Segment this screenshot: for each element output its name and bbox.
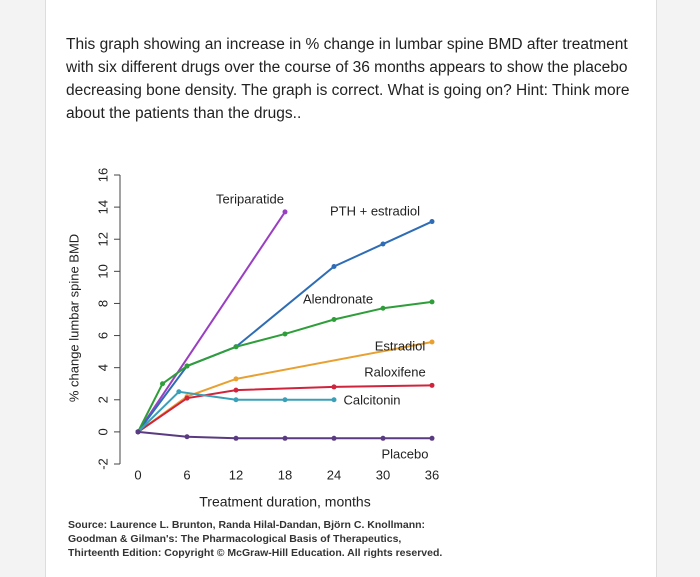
series-line (137, 220, 433, 433)
data-point (282, 209, 288, 215)
series-label: PTH + estradiol (330, 203, 420, 218)
data-point (429, 435, 435, 441)
data-point (184, 363, 190, 369)
data-point (331, 435, 337, 441)
data-point (233, 397, 239, 403)
data-point (184, 434, 190, 440)
x-tick-label: 24 (327, 467, 341, 482)
data-point (331, 397, 337, 403)
y-tick-label: 10 (95, 264, 110, 278)
source-line: Source: Laurence L. Brunton, Randa Hilal… (68, 519, 425, 531)
y-tick-label: 16 (95, 168, 110, 182)
y-tick-label: 6 (95, 332, 110, 339)
data-point (331, 384, 337, 390)
data-point (282, 331, 288, 337)
series-label: Teriparatide (216, 191, 284, 206)
x-tick-label: 18 (278, 467, 292, 482)
series-label: Placebo (382, 446, 429, 461)
y-tick-label: 4 (95, 364, 110, 371)
series-line (137, 300, 433, 433)
data-point (233, 376, 239, 382)
x-tick-label: 12 (229, 467, 243, 482)
data-point (176, 389, 182, 395)
data-point (282, 397, 288, 403)
x-tick-label: 36 (425, 467, 439, 482)
series-label: Alendronate (303, 291, 373, 306)
data-point (429, 219, 435, 225)
y-tick-label: 12 (95, 232, 110, 246)
y-tick-label: 8 (95, 300, 110, 307)
source-line: Goodman & Gilman's: The Pharmacological … (68, 533, 401, 545)
data-point (233, 435, 239, 441)
series-line (137, 211, 286, 433)
data-point (282, 435, 288, 441)
data-point (429, 299, 435, 305)
y-tick-label: -2 (95, 458, 110, 470)
x-axis-title: Treatment duration, months (199, 494, 370, 510)
source-line: Thirteenth Edition: Copyright © McGraw-H… (68, 547, 442, 559)
data-point (331, 317, 337, 322)
data-point (380, 241, 386, 247)
card (45, 0, 657, 577)
series-label: Raloxifene (364, 364, 425, 379)
y-axis-title: % change lumbar spine BMD (66, 234, 81, 402)
data-point (135, 429, 141, 435)
data-point (233, 344, 239, 350)
question-text: This graph showing an increase in % chan… (66, 36, 630, 122)
series-label: Calcitonin (343, 392, 400, 407)
data-point (380, 435, 386, 441)
data-point (429, 382, 435, 388)
data-point (233, 387, 239, 393)
data-point (160, 381, 165, 387)
data-point (184, 395, 190, 401)
series-label: Estradiol (375, 338, 426, 353)
x-tick-label: 6 (183, 467, 190, 482)
x-tick-label: 0 (134, 467, 141, 482)
data-point (380, 305, 386, 311)
data-point (429, 339, 435, 345)
y-tick-label: 14 (95, 200, 110, 214)
y-tick-label: 2 (95, 396, 110, 403)
x-tick-label: 30 (376, 467, 390, 482)
data-point (331, 264, 337, 270)
y-tick-label: 0 (95, 428, 110, 435)
